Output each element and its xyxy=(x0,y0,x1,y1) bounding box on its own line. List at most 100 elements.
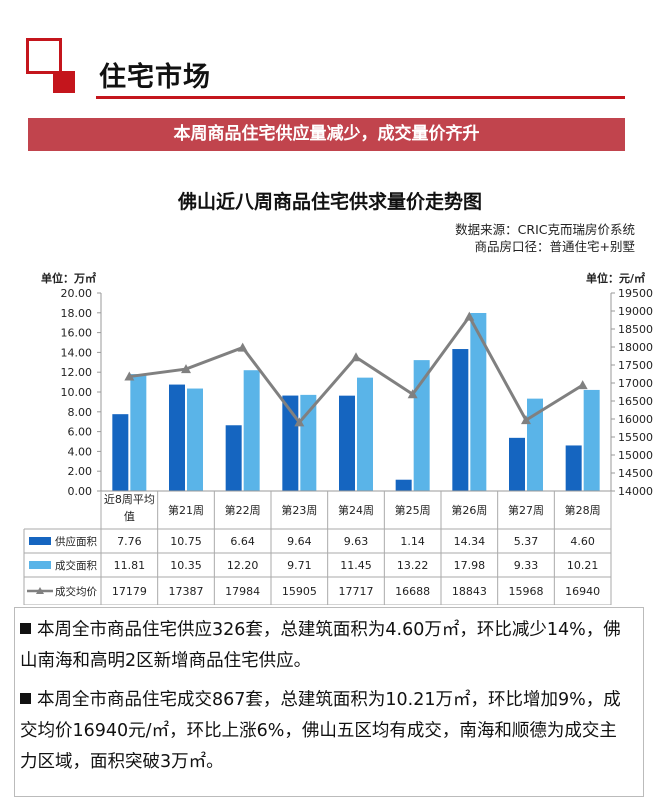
category-label: 第23周 xyxy=(281,503,317,517)
table-cell: 7.76 xyxy=(117,535,142,548)
table-cell: 13.22 xyxy=(397,559,429,572)
chart-svg: 单位：万㎡ 单位：元/㎡ 0.00 2.00 4.00 6.00 8.00 10.00 12.0… xyxy=(23,271,653,605)
table-cell: 15968 xyxy=(509,585,544,598)
left-tick-label: 2.00 xyxy=(68,465,93,478)
left-axis-unit: 单位：万㎡ xyxy=(41,271,96,285)
table-cell: 14.34 xyxy=(454,535,486,548)
bar-transaction xyxy=(527,398,543,491)
right-tick-label: 16500 xyxy=(618,395,653,408)
table-cell: 17984 xyxy=(225,585,260,598)
bar-supply xyxy=(509,437,525,491)
bar-transaction xyxy=(357,377,373,491)
data-source: 数据来源：CRIC克而瑞房价系统 xyxy=(455,222,635,237)
table-cell: 6.64 xyxy=(230,535,255,548)
table-cell: 17.98 xyxy=(454,559,486,572)
legend-swatch xyxy=(29,561,51,569)
chart-title: 佛山近八周商品住宅供求量价走势图 xyxy=(177,191,482,213)
bar-transaction xyxy=(470,312,487,491)
table-cell: 15905 xyxy=(282,585,317,598)
price-point xyxy=(407,389,418,399)
table-cell: 17179 xyxy=(112,585,147,598)
bar-transaction xyxy=(130,374,147,491)
bar-transaction xyxy=(300,394,317,491)
category-label: 第28周 xyxy=(565,503,601,517)
bullet-square-icon xyxy=(20,623,31,634)
page-title: 住宅市场 xyxy=(99,62,211,93)
bar-supply xyxy=(339,395,355,491)
note-supply-text: 本周全市商品住宅供应326套，总建筑面积为4.60万㎡，环比减少14%，佛山南海… xyxy=(20,620,621,671)
legend-swatch xyxy=(29,537,51,545)
left-tick-label: 8.00 xyxy=(68,406,93,419)
table-cell: 4.60 xyxy=(570,535,595,548)
table-cell: 12.20 xyxy=(227,559,259,572)
table-cell: 1.14 xyxy=(400,535,425,548)
legend-label: 供应面积 xyxy=(55,535,97,548)
table-cell: 16940 xyxy=(565,585,600,598)
table-cell: 17387 xyxy=(169,585,204,598)
category-label: 第22周 xyxy=(225,503,261,517)
left-tick-label: 4.00 xyxy=(68,445,93,458)
section-logo-frame xyxy=(26,38,62,74)
table-cell: 9.33 xyxy=(514,559,539,572)
category-label: 第26周 xyxy=(451,503,487,517)
right-tick-label: 15500 xyxy=(618,431,653,444)
category-label: 近8周平均值 xyxy=(104,493,155,523)
left-tick-label: 10.00 xyxy=(61,386,93,399)
right-tick-label: 14000 xyxy=(618,485,653,498)
left-tick-label: 6.00 xyxy=(68,426,93,439)
title-underline xyxy=(96,96,625,99)
table-cell: 17717 xyxy=(339,585,374,598)
category-label: 第25周 xyxy=(395,503,431,517)
bar-transaction xyxy=(187,388,203,491)
legend-label: 成交面积 xyxy=(55,559,97,572)
left-tick-label: 20.00 xyxy=(61,287,93,300)
bullet-square-icon xyxy=(20,693,31,704)
table-cell: 9.64 xyxy=(287,535,312,548)
bar-supply xyxy=(565,445,582,491)
left-tick-label: 0.00 xyxy=(68,485,93,498)
price-point xyxy=(124,371,135,381)
table-cell: 9.71 xyxy=(287,559,312,572)
right-tick-label: 17500 xyxy=(618,359,653,372)
right-tick-label: 19500 xyxy=(618,287,653,300)
note-transaction-text: 本周全市商品住宅成交867套，总建筑面积为10.21万㎡，环比增加9%，成交均价… xyxy=(20,690,621,772)
table-cell: 10.35 xyxy=(170,559,202,572)
price-point xyxy=(521,415,531,425)
headline-banner: 本周商品住宅供应量减少，成交量价齐升 xyxy=(28,118,625,151)
legend-label: 成交均价 xyxy=(55,585,97,598)
table-cell: 18843 xyxy=(452,585,487,598)
table-cell: 16688 xyxy=(395,585,430,598)
table-cell: 5.37 xyxy=(514,535,539,548)
bar-transaction xyxy=(243,370,260,491)
bar-transaction xyxy=(413,360,430,491)
table-cell: 9.63 xyxy=(344,535,369,548)
bar-transaction xyxy=(583,389,600,491)
category-label: 第24周 xyxy=(338,503,374,517)
left-tick-label: 14.00 xyxy=(61,346,93,359)
note-supply: 本周全市商品住宅供应326套，总建筑面积为4.60万㎡，环比减少14%，佛山南海… xyxy=(20,615,625,677)
price-point xyxy=(577,380,588,390)
bar-supply xyxy=(395,479,412,491)
table-cell: 10.75 xyxy=(170,535,202,548)
left-tick-label: 16.00 xyxy=(61,327,93,340)
section-logo-square xyxy=(53,71,75,93)
notes-box xyxy=(14,607,644,797)
bar-supply xyxy=(452,349,469,491)
table-cell: 11.45 xyxy=(340,559,372,572)
bar-supply xyxy=(225,425,242,491)
right-tick-label: 17000 xyxy=(618,377,653,390)
left-tick-label: 18.00 xyxy=(61,307,93,320)
bar-supply xyxy=(169,384,185,491)
category-label: 第27周 xyxy=(508,503,544,517)
bar-supply xyxy=(112,414,129,491)
table-cell: 10.21 xyxy=(567,559,599,572)
price-point xyxy=(294,417,305,427)
data-scope: 商品房口径：普通住宅+别墅 xyxy=(474,239,635,254)
category-label: 第21周 xyxy=(168,503,204,517)
legend-marker xyxy=(36,587,44,594)
right-tick-label: 16000 xyxy=(618,413,653,426)
note-transaction: 本周全市商品住宅成交867套，总建筑面积为10.21万㎡，环比增加9%，成交均价… xyxy=(20,685,625,778)
price-point xyxy=(181,364,191,374)
price-point xyxy=(237,342,248,352)
right-tick-label: 19000 xyxy=(618,305,653,318)
